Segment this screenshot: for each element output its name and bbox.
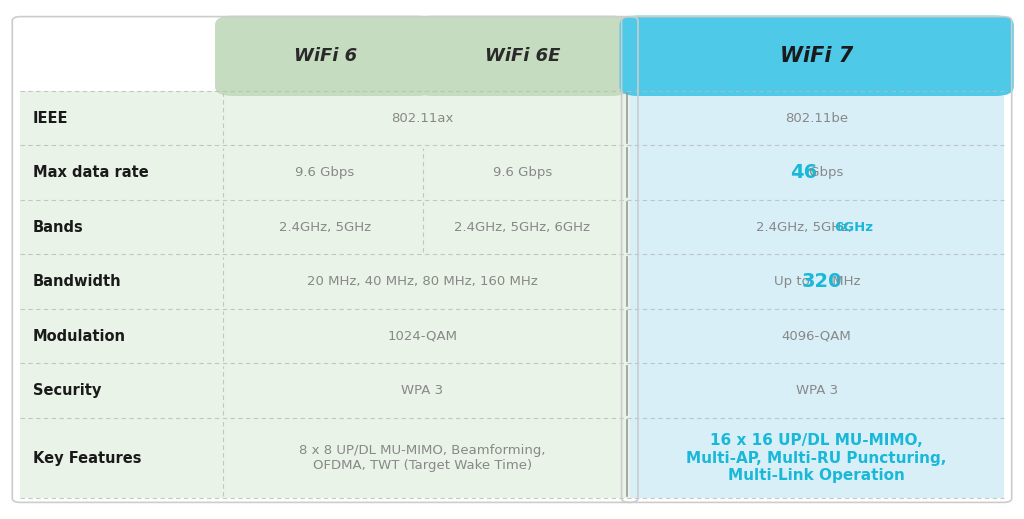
Bar <box>630 200 1004 254</box>
Text: WiFi 7: WiFi 7 <box>780 46 853 66</box>
Bar <box>630 363 1004 418</box>
FancyBboxPatch shape <box>620 16 1014 96</box>
Bar <box>630 145 1004 200</box>
Bar <box>20 418 630 498</box>
Text: 6GHz: 6GHz <box>835 221 873 234</box>
Text: Bandwidth: Bandwidth <box>33 274 122 289</box>
Text: IEEE: IEEE <box>33 111 69 126</box>
Text: 802.11be: 802.11be <box>785 112 848 125</box>
Bar <box>630 418 1004 498</box>
Text: 320: 320 <box>802 272 843 291</box>
Text: 20 MHz, 40 MHz, 80 MHz, 160 MHz: 20 MHz, 40 MHz, 80 MHz, 160 MHz <box>307 275 538 288</box>
Text: 2.4GHz, 5GHz: 2.4GHz, 5GHz <box>280 221 371 234</box>
Text: 46: 46 <box>790 163 817 182</box>
Text: 9.6 Gbps: 9.6 Gbps <box>296 166 354 179</box>
Text: 4096-QAM: 4096-QAM <box>781 330 852 343</box>
Text: 802.11ax: 802.11ax <box>391 112 454 125</box>
Bar <box>20 309 630 363</box>
Text: WiFi 6E: WiFi 6E <box>484 47 560 65</box>
Text: Up to: Up to <box>774 275 814 288</box>
Text: Security: Security <box>33 383 101 398</box>
Text: Key Features: Key Features <box>33 450 141 466</box>
Text: 8 x 8 UP/DL MU-MIMO, Beamforming,
OFDMA, TWT (Target Wake Time): 8 x 8 UP/DL MU-MIMO, Beamforming, OFDMA,… <box>299 444 546 472</box>
Bar <box>630 254 1004 309</box>
Bar <box>630 91 1004 145</box>
Text: 16 x 16 UP/DL MU-MIMO,
Multi-AP, Multi-RU Puncturing,
Multi-Link Operation: 16 x 16 UP/DL MU-MIMO, Multi-AP, Multi-R… <box>686 433 947 483</box>
Text: Gbps: Gbps <box>805 166 844 179</box>
Bar <box>630 309 1004 363</box>
Bar <box>20 363 630 418</box>
Text: MHz: MHz <box>828 275 861 288</box>
Text: Bands: Bands <box>33 220 84 235</box>
Text: 2.4GHz, 5GHz, 6GHz: 2.4GHz, 5GHz, 6GHz <box>455 221 590 234</box>
Bar <box>20 200 630 254</box>
FancyBboxPatch shape <box>415 16 630 96</box>
Text: WiFi 6: WiFi 6 <box>294 47 356 65</box>
Bar <box>20 91 630 145</box>
Text: WPA 3: WPA 3 <box>796 384 838 397</box>
Text: Modulation: Modulation <box>33 329 126 344</box>
FancyBboxPatch shape <box>215 16 435 96</box>
Bar <box>20 254 630 309</box>
Bar <box>20 145 630 200</box>
Text: 1024-QAM: 1024-QAM <box>387 330 458 343</box>
Text: 2.4GHz, 5GHz,: 2.4GHz, 5GHz, <box>756 221 856 234</box>
Text: Max data rate: Max data rate <box>33 165 148 180</box>
Text: 9.6 Gbps: 9.6 Gbps <box>493 166 552 179</box>
Text: WPA 3: WPA 3 <box>401 384 443 397</box>
